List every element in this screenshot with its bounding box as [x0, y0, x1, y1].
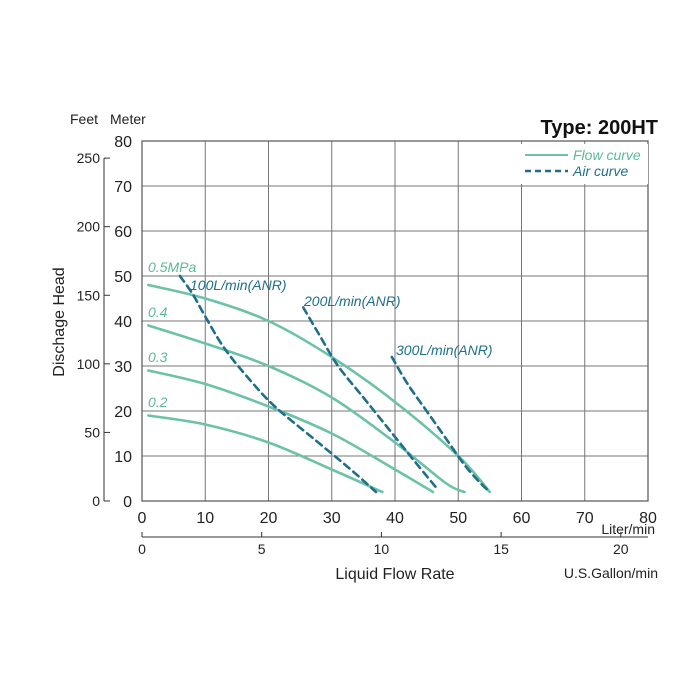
y-tick-meter: 60: [114, 224, 132, 241]
legend-flow-label: Flow curve: [573, 147, 641, 163]
chart-title: Type: 200HT: [541, 117, 658, 139]
y-tick-meter: 30: [114, 359, 132, 376]
y-tick-feet: 250: [77, 150, 101, 166]
air-curve-label-5: 200L/min(ANR): [303, 293, 400, 309]
flow-curve-label-2: 0.3: [148, 349, 168, 365]
flow-curve-3: [147, 414, 384, 494]
y-tick-meter: 40: [114, 314, 132, 331]
air-curve-5: [301, 306, 438, 489]
x-tick-gallon: 0: [138, 541, 146, 557]
plot-frame: [141, 140, 649, 502]
y-tick-meter: 0: [123, 494, 132, 511]
x-tick-gallon: 15: [493, 541, 509, 557]
legend-air-label: Air curve: [572, 163, 628, 179]
x-unit-primary: Liter/min: [601, 521, 655, 537]
x-tick: 60: [513, 510, 531, 527]
x-tick: 70: [576, 510, 594, 527]
y-tick-meter: 20: [114, 404, 132, 421]
y-tick-feet: 50: [84, 424, 100, 440]
flow-curve-label-1: 0.4: [148, 304, 168, 320]
air-curve-4: [178, 274, 378, 494]
air-curve-label-6: 300L/min(ANR): [396, 342, 492, 358]
flow-curve-label-3: 0.2: [148, 394, 168, 410]
x-axis-label: Liquid Flow Rate: [335, 566, 454, 583]
y-axis-label: Dischage Head: [51, 267, 68, 376]
curve-labels: 0.5MPa 0.4 0.3 0.2 100L/min(ANR) 200L/min(ANR…: [148, 259, 492, 410]
air-curve-label-4: 100L/min(ANR): [190, 277, 286, 293]
air-curve-6: [390, 355, 492, 494]
x-tick: 50: [449, 510, 467, 527]
y-unit-feet: Feet: [70, 111, 98, 127]
flow-curve-0: [147, 283, 492, 494]
y-tick-feet: 200: [77, 219, 101, 235]
flow-curve-label-0: 0.5MPa: [148, 259, 196, 275]
x-tick: 10: [196, 510, 214, 527]
legend: Flow curve Air curve: [520, 144, 648, 184]
x-tick-gallon: 5: [258, 541, 266, 557]
flow-curve-2: [147, 369, 435, 494]
plot-grid: [141, 140, 649, 502]
x-unit-secondary: U.S.Gallon/min: [564, 565, 658, 581]
legend-box: [520, 144, 648, 184]
x-tick: 80: [639, 510, 657, 527]
y-tick-meter: 10: [114, 449, 132, 466]
y-tick-feet: 0: [92, 493, 100, 509]
x-tick: 20: [260, 510, 278, 527]
flow-curve-1: [147, 324, 466, 494]
y-tick-feet: 150: [77, 287, 101, 303]
y-tick-meter: 80: [114, 134, 132, 151]
x-tick-gallon: 20: [613, 541, 629, 557]
curves: [147, 274, 492, 494]
x-tick: 30: [323, 510, 341, 527]
y-tick-meter: 70: [114, 179, 132, 196]
y-tick-feet: 100: [77, 356, 101, 372]
x-tick-gallon: 10: [374, 541, 390, 557]
x-tick: 40: [386, 510, 404, 527]
y-tick-meter: 50: [114, 269, 132, 286]
y-unit-meter: Meter: [110, 111, 146, 127]
x-tick: 0: [138, 510, 147, 527]
